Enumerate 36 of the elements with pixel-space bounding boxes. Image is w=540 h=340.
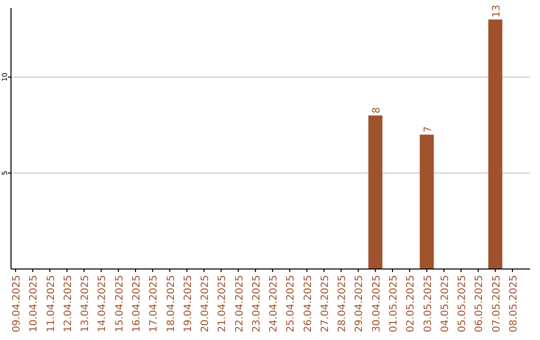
x-tick-label: 01.05.2025 — [388, 275, 400, 332]
x-tick-label: 05.05.2025 — [457, 275, 468, 332]
x-tick-label: 06.05.2025 — [474, 275, 486, 332]
bar — [488, 20, 502, 269]
x-tick-label: 08.05.2025 — [508, 275, 520, 332]
x-tick-label: 03.05.2025 — [422, 275, 434, 332]
bar — [368, 115, 382, 269]
data-label: 8 — [371, 107, 382, 114]
data-label: 7 — [422, 126, 434, 133]
x-tick-label: 11.04.2025 — [46, 275, 57, 332]
x-tick-label: 10.04.2025 — [28, 275, 40, 332]
x-tick-label: 30.04.2025 — [371, 275, 382, 332]
x-tick-label: 09.04.2025 — [12, 275, 23, 332]
x-tick-label: 07.05.2025 — [491, 275, 502, 332]
x-tick-label: 28.04.2025 — [337, 275, 348, 332]
x-tick-label: 23.04.2025 — [251, 275, 262, 332]
data-label: 13 — [491, 4, 502, 18]
x-tick-label: 02.05.2025 — [406, 275, 417, 332]
x-tick-label: 18.04.2025 — [166, 275, 177, 332]
x-tick-label: 25.04.2025 — [286, 275, 297, 332]
x-tick-label: 21.04.2025 — [217, 275, 228, 332]
bar — [420, 134, 434, 269]
x-tick-label: 12.04.2025 — [62, 275, 74, 332]
x-tick-label: 27.04.2025 — [320, 275, 331, 332]
x-tick-label: 22.04.2025 — [234, 275, 246, 332]
x-tick-label: 16.04.2025 — [132, 275, 142, 332]
x-tick-label: 17.04.2025 — [148, 275, 160, 332]
x-tick-label: 13.04.2025 — [80, 275, 92, 332]
x-tick-label: 26.04.2025 — [302, 275, 314, 332]
x-tick-label: 20.04.2025 — [200, 275, 212, 332]
x-tick-label: 04.05.2025 — [440, 275, 451, 332]
x-tick-label: 24.04.2025 — [268, 275, 280, 332]
x-tick-label: 19.04.2025 — [182, 275, 194, 332]
x-tick-label: 29.04.2025 — [354, 275, 366, 332]
x-tick-label: 15.04.2025 — [114, 275, 126, 332]
x-tick-label: 14.04.2025 — [97, 275, 108, 332]
